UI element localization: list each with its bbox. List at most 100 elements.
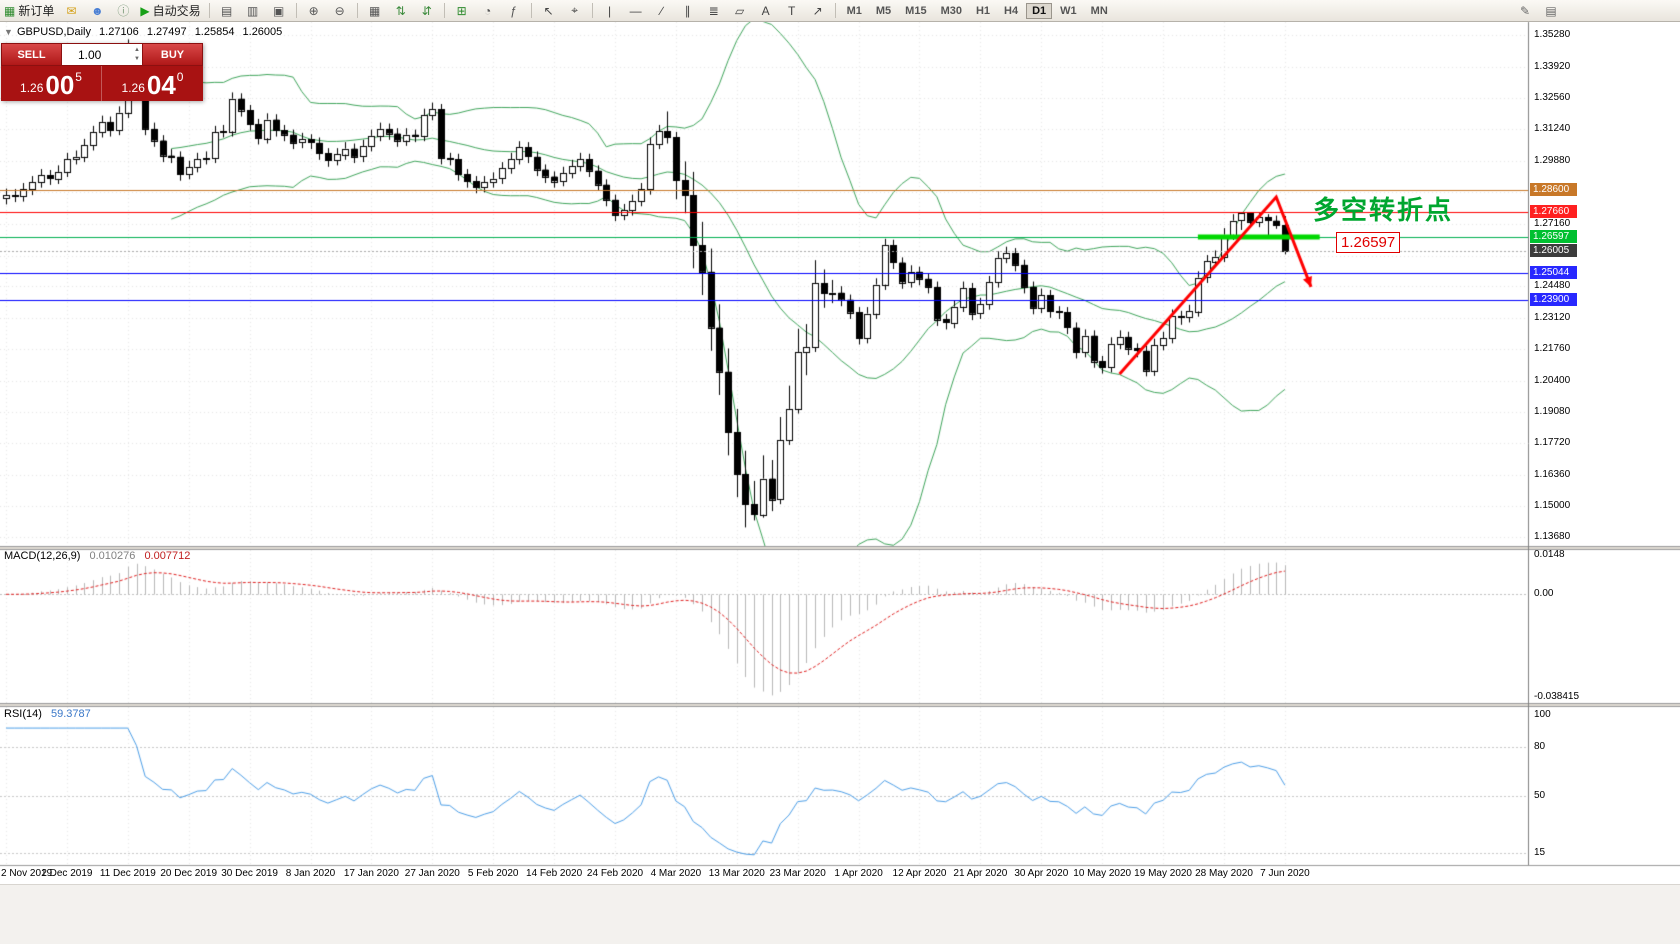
zoom-in-button[interactable]: ⊕ bbox=[302, 1, 326, 21]
new-chart-button[interactable]: ⊞ bbox=[450, 1, 474, 21]
buy-price-pip: 0 bbox=[176, 70, 184, 84]
arrange-windows-desc-icon[interactable]: ⇵ bbox=[415, 1, 439, 21]
timeframe-w1-button[interactable]: W1 bbox=[1060, 4, 1077, 17]
volume-stepper[interactable]: ▲ ▼ bbox=[134, 46, 140, 64]
timeframe-m15-button[interactable]: M15 bbox=[905, 4, 927, 17]
tile-windows-icon[interactable]: ▤ bbox=[215, 1, 239, 21]
date-label: 2 Dec 2019 bbox=[41, 868, 93, 879]
timeframe-h4-button[interactable]: H4 bbox=[1004, 4, 1019, 17]
toolbar-separator bbox=[356, 3, 358, 18]
one-click-trading-toggle-icon[interactable]: ▼ bbox=[4, 27, 13, 37]
date-label: 23 Mar 2020 bbox=[769, 868, 826, 879]
buy-price-big: 04 bbox=[146, 70, 176, 100]
community-icon[interactable]: ☻ bbox=[85, 1, 109, 21]
date-label: 4 Mar 2020 bbox=[650, 868, 702, 879]
auto-arrange-icon[interactable]: ▦ bbox=[363, 1, 387, 21]
crosshair-icon: ⌖ bbox=[571, 3, 578, 17]
tile-windows-icon-icon: ▤ bbox=[220, 3, 233, 18]
price-axis-label: 1.13680 bbox=[1534, 531, 1571, 543]
toolbar-separator bbox=[530, 3, 532, 18]
toolbar: ▦ 新订单 ✉ ☻ ⓘ ▶ 自动交易 ▤ ▥ ▣ ⊕ ⊖ ▦ ⇅ ⇵ ⊞ ◔ ƒ ↖ ⌖ | — ∕ ∥ ≣ ▱ A T ↗ M1 M5 M1… bbox=[0, 0, 1680, 22]
date-label: 28 May 2020 bbox=[1195, 868, 1253, 879]
chart-title: GBPUSD,Daily 1.27106 1.27497 1.25854 1.2… bbox=[17, 26, 287, 38]
price-axis-label: 1.32560 bbox=[1534, 92, 1571, 104]
date-label: 10 May 2020 bbox=[1073, 868, 1132, 879]
mql5-signals-icon-icon: ✉ bbox=[66, 3, 77, 18]
toolbar-separator bbox=[591, 3, 593, 18]
text-tool[interactable]: A bbox=[754, 1, 778, 21]
timeframe-m1-button[interactable]: M1 bbox=[846, 4, 862, 17]
chart-cycle-icon-icon: ◔ bbox=[483, 3, 492, 18]
new-order-icon: ▦ bbox=[4, 3, 16, 18]
new-order-button[interactable]: ▦ 新订单 bbox=[1, 1, 57, 21]
new-chart-icon: ⊞ bbox=[456, 3, 467, 18]
date-label: 13 Mar 2020 bbox=[708, 868, 765, 879]
price-axis-label: 1.15000 bbox=[1534, 500, 1571, 512]
chart-open: 1.27106 bbox=[99, 26, 139, 38]
zoom-in-icon: ⊕ bbox=[308, 3, 319, 18]
date-label: 1 Apr 2020 bbox=[834, 868, 883, 879]
fibonacci-tool[interactable]: ≣ bbox=[702, 1, 726, 21]
date-label: 5 Feb 2020 bbox=[467, 868, 519, 879]
sell-price[interactable]: 1.26 00 5 bbox=[1, 66, 102, 101]
horizontal-line-tool[interactable]: — bbox=[624, 1, 648, 21]
toolbar-separator bbox=[443, 3, 445, 18]
rsi-name: RSI(14) bbox=[4, 708, 42, 720]
cascade-windows-icon-icon: ▣ bbox=[272, 3, 285, 18]
volume-input[interactable]: 1.00 ▲ ▼ bbox=[62, 43, 142, 66]
buy-button[interactable]: BUY bbox=[142, 43, 203, 66]
tile-vertical-icon[interactable]: ▥ bbox=[241, 1, 265, 21]
vertical-line-icon: | bbox=[608, 3, 612, 18]
turning-point-annotation[interactable]: 多空转折点 bbox=[1313, 195, 1454, 225]
vertical-line-tool[interactable]: | bbox=[598, 1, 622, 21]
date-label: 20 Dec 2019 bbox=[160, 868, 218, 879]
channel-tool[interactable]: ∥ bbox=[676, 1, 700, 21]
fibonacci-icon: ≣ bbox=[708, 3, 719, 18]
arrange-windows-asc-icon[interactable]: ⇅ bbox=[389, 1, 413, 21]
buy-price[interactable]: 1.26 04 0 bbox=[102, 66, 203, 101]
price-axis-label: 1.29880 bbox=[1534, 154, 1571, 166]
indicators-button[interactable]: ƒ bbox=[502, 1, 526, 21]
timeframe-h1-button[interactable]: H1 bbox=[975, 4, 991, 17]
rsi-axis-label: 100 bbox=[1534, 709, 1551, 721]
volume-stepper-down-icon[interactable]: ▼ bbox=[134, 56, 140, 62]
tile-vertical-icon-icon: ▥ bbox=[246, 3, 259, 18]
label-tool[interactable]: T bbox=[780, 1, 804, 21]
chart-cycle-icon[interactable]: ◔ bbox=[476, 1, 500, 21]
price-axis-label: 1.17720 bbox=[1534, 437, 1571, 449]
price-marker: 1.26005 bbox=[1530, 243, 1577, 257]
price-axis-label: 1.31240 bbox=[1534, 123, 1571, 135]
shapes-tool[interactable]: ▱ bbox=[728, 1, 752, 21]
date-label: 19 May 2020 bbox=[1134, 868, 1193, 879]
timeframe-mn-button[interactable]: MN bbox=[1090, 4, 1108, 17]
date-label: 24 Feb 2020 bbox=[586, 868, 644, 879]
rsi-axis-label: 80 bbox=[1534, 741, 1546, 753]
date-label: 30 Dec 2019 bbox=[221, 868, 278, 879]
mql5-signals-icon[interactable]: ✉ bbox=[59, 1, 83, 21]
crosshair-tool[interactable]: ⌖ bbox=[563, 1, 587, 21]
cursor-tool[interactable]: ↖ bbox=[537, 1, 561, 21]
timeframe-m5-button[interactable]: M5 bbox=[875, 4, 892, 17]
date-label: 27 Jan 2020 bbox=[404, 868, 460, 879]
support-price-label[interactable]: 1.26597 bbox=[1336, 232, 1401, 253]
zoom-out-button[interactable]: ⊖ bbox=[328, 1, 352, 21]
price-axis-label: 1.21760 bbox=[1534, 343, 1571, 355]
ideas-icon[interactable]: ⓘ bbox=[111, 1, 135, 21]
timeframe-m30-button[interactable]: M30 bbox=[940, 4, 962, 17]
chat-icon[interactable]: ✎ bbox=[1519, 4, 1531, 18]
cascade-windows-icon[interactable]: ▣ bbox=[267, 1, 291, 21]
arrows-tool[interactable]: ↗ bbox=[806, 1, 830, 21]
autotrading-button[interactable]: ▶ 自动交易 bbox=[137, 1, 203, 21]
volume-stepper-up-icon[interactable]: ▲ bbox=[134, 47, 140, 53]
window-list-icon[interactable]: ▤ bbox=[1545, 4, 1557, 18]
toolbar-separator bbox=[295, 3, 297, 18]
sell-button[interactable]: SELL bbox=[1, 43, 62, 66]
sell-price-pip: 5 bbox=[75, 70, 82, 84]
timeframe-d1-button[interactable]: D1 bbox=[1026, 2, 1053, 19]
sell-price-main: 1.26 bbox=[20, 81, 44, 95]
shapes-icon: ▱ bbox=[734, 3, 745, 18]
arrange-windows-desc-icon-icon: ⇵ bbox=[421, 3, 432, 18]
ideas-icon-icon: ⓘ bbox=[117, 4, 130, 18]
trendline-tool[interactable]: ∕ bbox=[650, 1, 674, 21]
